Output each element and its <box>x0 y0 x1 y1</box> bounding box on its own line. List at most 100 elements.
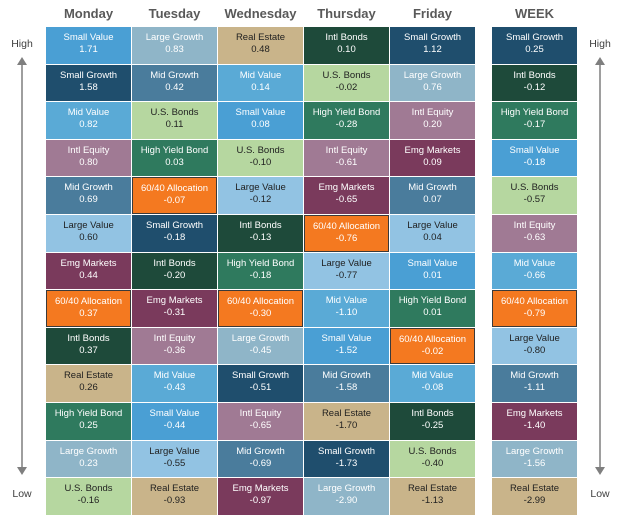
asset-name: Mid Value <box>513 257 556 269</box>
return-value: 0.25 <box>525 44 544 55</box>
cell-monday-large-value: Large Value 0.60 <box>46 215 131 252</box>
return-value: 0.11 <box>165 119 184 131</box>
cell-week-u-s-bonds: U.S. Bonds -0.57 <box>492 177 577 214</box>
cell-friday-intl-equity: Intl Equity 0.20 <box>390 102 475 139</box>
low-label-right: Low <box>590 488 610 500</box>
cell-week-intl-equity: Intl Equity -0.63 <box>492 215 577 252</box>
asset-name: 60/40 Allocation <box>312 221 381 232</box>
cell-tuesday-emg-markets: Emg Markets -0.31 <box>132 290 217 327</box>
cell-monday-mid-value: Mid Value 0.82 <box>46 102 131 139</box>
cell-thursday-intl-bonds: Intl Bonds 0.10 <box>304 27 389 64</box>
cell-wednesday-large-growth: Large Growth -0.45 <box>218 327 303 365</box>
asset-name: 60/40 Allocation <box>226 296 295 308</box>
return-value: 0.09 <box>423 156 442 168</box>
asset-name: Real Estate <box>235 32 286 43</box>
cell-tuesday-60-40-allocation: 60/40 Allocation -0.07 <box>132 177 217 214</box>
return-value: -2.90 <box>335 495 358 507</box>
asset-name: Large Value <box>321 257 372 269</box>
asset-name: Small Value <box>321 332 372 344</box>
return-value: 0.04 <box>423 232 442 243</box>
asset-name: Small Value <box>63 32 114 43</box>
cell-friday-real-estate: Real Estate -1.13 <box>390 478 475 515</box>
asset-name: Small Growth <box>505 32 563 43</box>
cell-friday-intl-bonds: Intl Bonds -0.25 <box>390 403 475 440</box>
cell-monday-real-estate: Real Estate 0.26 <box>46 365 131 402</box>
return-value: -1.73 <box>335 457 358 469</box>
return-value: 0.01 <box>423 269 442 281</box>
return-value: -0.13 <box>249 232 272 243</box>
asset-name: U.S. Bonds <box>408 445 457 457</box>
asset-name: High Yield Bond <box>226 257 295 269</box>
cell-tuesday-large-growth: Large Growth 0.83 <box>132 27 217 64</box>
cell-friday-emg-markets: Emg Markets 0.09 <box>390 139 475 177</box>
cell-tuesday-large-value: Large Value -0.55 <box>132 440 217 478</box>
return-value: 0.69 <box>79 194 98 206</box>
cell-wednesday-small-growth: Small Growth -0.51 <box>218 365 303 402</box>
asset-name: High Yield Bond <box>140 144 209 156</box>
return-value: -0.18 <box>249 269 272 281</box>
cell-tuesday-small-value: Small Value -0.44 <box>132 403 217 440</box>
cell-week-real-estate: Real Estate -2.99 <box>492 478 577 515</box>
cell-thursday-emg-markets: Emg Markets -0.65 <box>304 177 389 214</box>
cell-friday-mid-value: Mid Value -0.08 <box>390 365 475 402</box>
asset-name: Mid Growth <box>150 69 199 81</box>
column-header-tuesday: Tuesday <box>148 6 201 21</box>
cell-week-high-yield-bond: High Yield Bond -0.17 <box>492 102 577 139</box>
asset-name: Mid Growth <box>322 370 371 382</box>
return-value: -1.52 <box>335 344 358 356</box>
asset-name: Intl Equity <box>325 144 368 156</box>
cell-week-emg-markets: Emg Markets -1.40 <box>492 403 577 440</box>
return-value: 0.03 <box>165 156 184 168</box>
return-value: -0.18 <box>523 156 546 168</box>
asset-name: Emg Markets <box>232 483 289 495</box>
column-header-thursday: Thursday <box>317 6 376 21</box>
asset-name: Large Growth <box>317 483 376 495</box>
cell-tuesday-u-s-bonds: U.S. Bonds 0.11 <box>132 102 217 139</box>
high-label-right: High <box>589 38 611 50</box>
cell-week-large-value: Large Value -0.80 <box>492 327 577 365</box>
cell-tuesday-small-growth: Small Growth -0.18 <box>132 215 217 252</box>
return-value: 0.60 <box>79 232 98 243</box>
asset-name: Mid Value <box>67 107 110 119</box>
return-value: -0.12 <box>523 81 546 93</box>
cell-thursday-mid-growth: Mid Growth -1.58 <box>304 365 389 402</box>
return-value: 0.37 <box>79 308 98 320</box>
return-value: -2.99 <box>523 495 546 507</box>
asset-name: Small Value <box>149 408 200 419</box>
cell-friday-60-40-allocation: 60/40 Allocation -0.02 <box>390 327 475 365</box>
return-value: 1.12 <box>423 44 442 55</box>
cell-tuesday-mid-value: Mid Value -0.43 <box>132 365 217 402</box>
cell-wednesday-intl-equity: Intl Equity -0.65 <box>218 403 303 440</box>
return-value: 0.01 <box>423 307 442 319</box>
asset-name: Mid Growth <box>510 370 559 382</box>
asset-name: Large Growth <box>403 69 462 81</box>
return-value: -1.70 <box>335 420 358 431</box>
return-value: -0.28 <box>335 119 358 131</box>
return-value: -0.45 <box>249 344 272 356</box>
asset-name: Small Growth <box>145 220 203 231</box>
asset-name: Mid Value <box>239 69 282 81</box>
cell-friday-large-growth: Large Growth 0.76 <box>390 64 475 102</box>
return-value: 0.42 <box>165 81 184 93</box>
cell-wednesday-intl-bonds: Intl Bonds -0.13 <box>218 215 303 252</box>
cell-week-intl-bonds: Intl Bonds -0.12 <box>492 64 577 102</box>
return-value: -0.40 <box>421 457 444 469</box>
cell-thursday-small-growth: Small Growth -1.73 <box>304 440 389 478</box>
return-value: -0.51 <box>249 382 272 394</box>
asset-name: Emg Markets <box>60 257 117 269</box>
cell-friday-u-s-bonds: U.S. Bonds -0.40 <box>390 440 475 478</box>
cell-thursday-small-value: Small Value -1.52 <box>304 327 389 365</box>
asset-name: U.S. Bonds <box>236 144 285 156</box>
return-value: 0.80 <box>79 156 98 168</box>
column-header-friday: Friday <box>412 6 452 21</box>
return-value: -0.66 <box>523 269 546 281</box>
cell-friday-mid-growth: Mid Growth 0.07 <box>390 177 475 214</box>
cell-wednesday-real-estate: Real Estate 0.48 <box>218 27 303 64</box>
return-value: 0.44 <box>79 269 98 281</box>
cell-week-60-40-allocation: 60/40 Allocation -0.79 <box>492 290 577 327</box>
asset-name: Intl Bonds <box>411 408 454 419</box>
cell-wednesday-60-40-allocation: 60/40 Allocation -0.30 <box>218 290 303 327</box>
asset-name: 60/40 Allocation <box>140 183 209 195</box>
asset-name: Large Value <box>235 182 286 194</box>
asset-name: Emg Markets <box>318 182 375 194</box>
